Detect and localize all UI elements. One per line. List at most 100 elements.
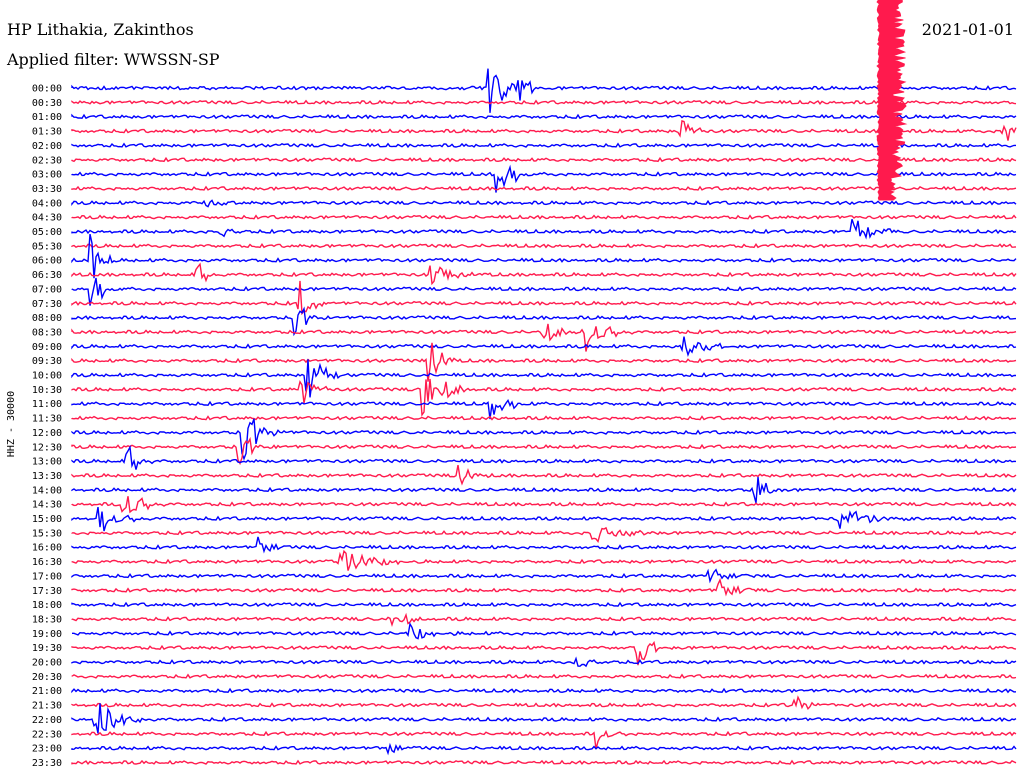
trace-line: [71, 199, 1017, 208]
trace-line: [71, 640, 1017, 666]
time-tick-label: 06:00: [32, 256, 62, 267]
trace-line: [71, 398, 1017, 420]
time-tick-label: 15:00: [32, 514, 62, 525]
trace-line: [71, 436, 1017, 466]
time-tick-label: 00:00: [32, 84, 62, 95]
trace-line: [71, 233, 1017, 279]
time-tick-label: 19:30: [32, 643, 62, 654]
trace-line: [71, 378, 1017, 417]
trace-line: [71, 214, 1017, 220]
time-tick-label: 03:30: [32, 184, 62, 195]
time-tick-label: 21:30: [32, 701, 62, 712]
trace-line: [71, 113, 1017, 120]
time-tick-label: 12:30: [32, 442, 62, 453]
trace-line: [71, 526, 1017, 544]
time-tick-label: 12:00: [32, 428, 62, 439]
time-tick-label: 11:00: [32, 399, 62, 410]
trace-line: [71, 262, 1017, 286]
trace-line: [71, 612, 1017, 627]
trace-line: [71, 415, 1017, 421]
trace-line: [71, 729, 1017, 750]
time-tick-label: 08:00: [32, 313, 62, 324]
time-tick-label: 18:30: [32, 614, 62, 625]
time-tick-label: 10:00: [32, 371, 62, 382]
trace-line: [71, 496, 1017, 514]
trace-line: [71, 142, 1016, 149]
trace-line: [71, 759, 1017, 766]
y-axis-label: HHZ - 30000: [6, 391, 17, 457]
time-tick-label: 20:30: [32, 672, 62, 683]
time-tick-label: 22:00: [32, 715, 62, 726]
saturated-event: [876, 0, 908, 201]
time-tick-label: 01:00: [32, 112, 62, 123]
time-tick-label: 07:00: [32, 284, 62, 295]
time-tick-label: 10:30: [32, 385, 62, 396]
trace-line: [71, 673, 1017, 679]
time-tick-label: 17:30: [32, 586, 62, 597]
trace-line: [71, 464, 1017, 486]
time-tick-label: 17:00: [32, 571, 62, 582]
time-tick-label: 18:00: [32, 600, 62, 611]
time-tick-label: 20:00: [32, 658, 62, 669]
trace-line: [71, 164, 1017, 193]
time-tick-label: 09:00: [32, 342, 62, 353]
trace-line: [71, 119, 1017, 141]
trace-line: [71, 359, 1017, 398]
trace-line: [71, 336, 1017, 358]
time-tick-label: 02:00: [32, 141, 62, 152]
trace-group: [71, 0, 1017, 766]
time-tick-label: 22:30: [32, 729, 62, 740]
date-label: 2021-01-01: [921, 20, 1014, 39]
trace-line: [71, 601, 1017, 608]
time-tick-label: 11:30: [32, 414, 62, 425]
time-tick-label: 19:00: [32, 629, 62, 640]
trace-line: [71, 68, 1017, 113]
trace-line: [71, 687, 1017, 694]
time-tick-label: 13:30: [32, 471, 62, 482]
time-labels: 00:00 00:30 01:00 01:30 02:00 02:30 03:00 03:30…: [32, 84, 62, 769]
trace-line: [71, 280, 1017, 316]
time-tick-label: 23:30: [32, 758, 62, 769]
time-tick-label: 04:30: [32, 213, 62, 224]
time-tick-label: 06:30: [32, 270, 62, 281]
time-tick-label: 16:00: [32, 543, 62, 554]
time-tick-label: 21:00: [32, 686, 62, 697]
trace-line: [71, 549, 1017, 571]
time-tick-label: 15:30: [32, 528, 62, 539]
trace-line: [71, 506, 1017, 532]
trace-line: [71, 703, 1017, 734]
trace-line: [71, 418, 1017, 461]
trace-line: [71, 156, 1017, 163]
trace-line: [71, 323, 1017, 352]
trace-line: [71, 577, 1017, 597]
time-tick-label: 08:30: [32, 327, 62, 338]
time-tick-label: 04:00: [32, 198, 62, 209]
time-tick-label: 09:30: [32, 356, 62, 367]
time-tick-label: 05:30: [32, 241, 62, 252]
time-tick-label: 14:00: [32, 485, 62, 496]
trace-line: [71, 185, 1017, 192]
trace-line: [71, 742, 1017, 756]
station-title: HP Lithakia, Zakinthos: [7, 20, 194, 39]
time-tick-label: 01:30: [32, 127, 62, 138]
trace-line: [71, 444, 1017, 470]
trace-line: [71, 277, 1017, 306]
time-tick-label: 07:30: [32, 299, 62, 310]
time-tick-label: 00:30: [32, 98, 62, 109]
trace-line: [71, 342, 1017, 382]
trace-line: [71, 218, 1017, 240]
trace-line: [71, 306, 1017, 337]
time-tick-label: 16:30: [32, 557, 62, 568]
time-tick-label: 05:00: [32, 227, 62, 238]
time-tick-label: 03:00: [32, 170, 62, 181]
trace-line: [71, 695, 1017, 711]
time-tick-label: 13:00: [32, 457, 62, 468]
trace-line: [71, 243, 1017, 249]
filter-label: Applied filter: WWSSN-SP: [7, 50, 220, 69]
trace-line: [71, 568, 1017, 584]
time-tick-label: 02:30: [32, 155, 62, 166]
trace-line: [71, 99, 1017, 105]
time-tick-label: 23:00: [32, 744, 62, 755]
